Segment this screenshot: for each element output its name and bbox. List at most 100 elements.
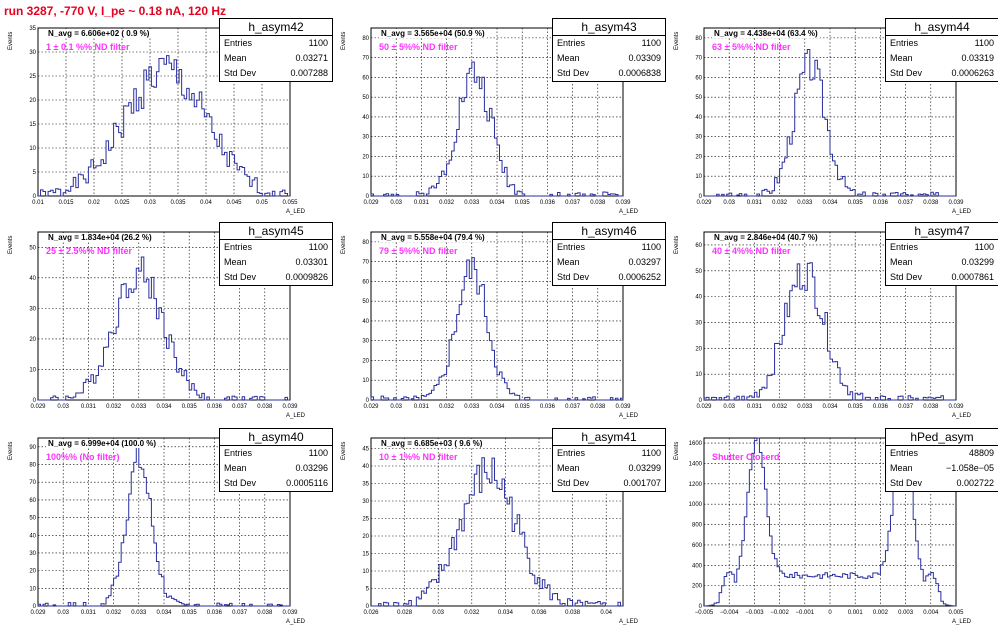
x-tick-label: 0.029: [30, 404, 46, 410]
x-tick-label: 0.03: [432, 610, 444, 616]
y-tick-label: 10: [29, 146, 36, 152]
x-tick-label: 0.032: [439, 200, 455, 206]
y-tick-label: 0: [366, 604, 370, 610]
histogram-panel-h-asym40: 0.029 0.03 0.031 0.032 0.033 0.034 0.035 0.036 0…: [0, 428, 333, 628]
y-tick-label: 60: [695, 75, 702, 81]
x-tick-label: 0.037: [565, 404, 581, 410]
stddev-value: 0.007288: [290, 68, 328, 78]
x-tick-label: 0.036: [540, 404, 556, 410]
y-axis-label: Events: [341, 32, 347, 50]
x-tick-label: 0.035: [515, 404, 531, 410]
x-tick-label: 0.039: [615, 200, 631, 206]
x-tick-label: 0.032: [772, 404, 788, 410]
x-tick-label: 0.038: [590, 404, 606, 410]
histogram-name: h_asym46: [553, 223, 665, 240]
x-tick-label: 0.035: [182, 610, 198, 616]
x-tick-label: 0.039: [282, 404, 298, 410]
x-tick-label: 0.029: [696, 404, 712, 410]
y-axis-label: Events: [341, 442, 347, 460]
y-tick-label: 60: [695, 243, 702, 249]
histogram-line: [38, 256, 290, 401]
x-tick-label: 0.03: [723, 404, 735, 410]
y-tick-label: 50: [695, 269, 702, 275]
y-tick-label: 40: [695, 295, 702, 301]
mean-value: 0.03301: [295, 257, 328, 267]
mean-value: 0.03271: [295, 53, 328, 63]
y-tick-label: 30: [362, 499, 369, 505]
mean-value: −1.058e−05: [945, 463, 994, 473]
histogram-name: h_asym42: [220, 19, 332, 36]
stddev-value: 0.0006263: [951, 68, 994, 78]
y-tick-label: 10: [362, 378, 369, 384]
entries-key: Entries: [557, 38, 586, 48]
y-tick-label: 600: [692, 543, 703, 549]
filter-label: 50 ± 5%% ND filter: [379, 42, 458, 52]
x-tick-label: 0.038: [257, 404, 273, 410]
histogram-name: h_asym44: [886, 19, 998, 36]
mean-value: 0.03299: [961, 257, 994, 267]
x-tick-label: 0.032: [464, 610, 480, 616]
y-tick-label: 25: [362, 517, 369, 523]
x-tick-label: 0.03: [390, 200, 402, 206]
x-tick-label: −0.005: [695, 610, 714, 616]
y-tick-label: 80: [29, 463, 36, 469]
x-tick-label: 0.032: [772, 200, 788, 206]
x-axis-label: A_LED: [952, 413, 972, 419]
navg-label: N_avg = 1.834e+04 (26.2 %): [46, 233, 154, 242]
y-axis-label: Events: [674, 442, 680, 460]
y-tick-label: 20: [29, 337, 36, 343]
stddev-key: Std Dev: [557, 272, 590, 282]
y-tick-label: 1400: [689, 461, 703, 467]
y-tick-label: 70: [29, 480, 36, 486]
y-tick-label: 20: [29, 569, 36, 575]
y-axis-label: Events: [674, 32, 680, 50]
y-tick-label: 5: [33, 170, 37, 176]
y-tick-label: 40: [29, 533, 36, 539]
y-tick-label: 40: [362, 115, 369, 121]
y-axis-label: Events: [341, 236, 347, 254]
x-tick-label: 0.036: [540, 200, 556, 206]
x-tick-label: 0.034: [498, 610, 514, 616]
x-tick-label: 0.03: [57, 610, 69, 616]
histogram-panel-h-asym46: 0.029 0.03 0.031 0.032 0.033 0.034 0.035 0.036 0…: [333, 222, 666, 422]
x-tick-label: 0.031: [747, 404, 763, 410]
histogram-line: [370, 257, 624, 401]
x-tick-label: 0.029: [363, 404, 379, 410]
y-tick-label: 20: [695, 154, 702, 160]
x-tick-label: 0.035: [515, 200, 531, 206]
x-tick-label: 0.002: [873, 610, 889, 616]
y-tick-label: 50: [362, 299, 369, 305]
x-axis-label: A_LED: [619, 413, 639, 419]
histogram-panel-h-asym47: 0.029 0.03 0.031 0.032 0.033 0.034 0.035 0.036 0…: [666, 222, 998, 422]
x-tick-label: 0.025: [114, 200, 130, 206]
x-tick-label: 0: [828, 610, 832, 616]
y-tick-label: 40: [362, 464, 369, 470]
mean-value: 0.03319: [961, 53, 994, 63]
y-tick-label: 15: [362, 552, 369, 558]
y-tick-label: 400: [692, 563, 703, 569]
x-tick-label: 0.031: [747, 200, 763, 206]
stddev-value: 0.0005116: [286, 478, 328, 488]
x-tick-label: 0.055: [282, 200, 298, 206]
entries-key: Entries: [890, 242, 919, 252]
histogram-svg: 0.029 0.03 0.031 0.032 0.033 0.034 0.035 0.036 0…: [341, 27, 639, 215]
x-tick-label: 0.037: [898, 404, 914, 410]
mean-key: Mean: [557, 463, 580, 473]
x-tick-label: 0.034: [156, 404, 172, 410]
histogram-name: h_asym40: [220, 429, 332, 446]
mean-key: Mean: [557, 257, 580, 267]
mean-key: Mean: [224, 53, 247, 63]
x-tick-label: 0.037: [232, 610, 248, 616]
y-tick-label: 0: [699, 398, 703, 404]
y-tick-label: 30: [29, 551, 36, 557]
y-axis-label: Events: [8, 32, 14, 50]
y-tick-label: 90: [29, 445, 36, 451]
filter-label: 100%% (No filter): [46, 452, 120, 462]
x-tick-label: 0.039: [948, 404, 964, 410]
x-tick-label: 0.032: [106, 610, 122, 616]
histogram-name: h_asym45: [220, 223, 332, 240]
y-tick-label: 30: [29, 306, 36, 312]
y-tick-label: 40: [362, 319, 369, 325]
navg-label: N_avg = 4.438e+04 (63.4 %): [712, 29, 820, 38]
histogram-panel-h-asym42: 0.01 0.015 0.02 0.025 0.03 0.035 0.04 0.045 0.05…: [0, 18, 333, 218]
